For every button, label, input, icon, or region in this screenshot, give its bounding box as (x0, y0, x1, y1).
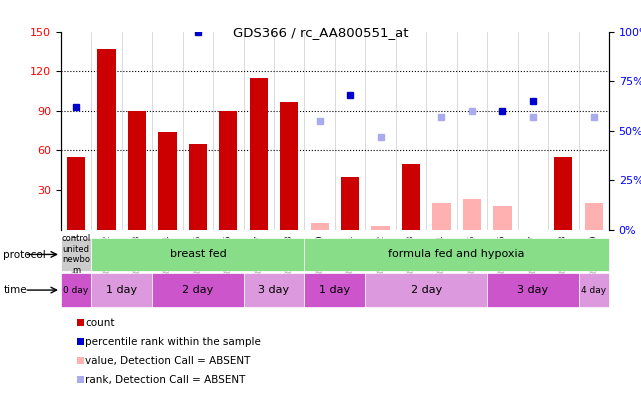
Bar (585, 203, 603, 230)
Text: 2 day: 2 day (182, 285, 213, 295)
Text: percentile rank within the sample: percentile rank within the sample (85, 337, 261, 347)
Text: 1 day: 1 day (319, 285, 351, 295)
Bar (463, 199, 481, 230)
Bar (61, 273, 92, 307)
Text: count: count (85, 318, 115, 328)
Text: time: time (3, 285, 27, 295)
Text: breast fed: breast fed (169, 249, 226, 259)
Bar (92, 238, 304, 271)
Bar (188, 144, 207, 230)
Bar (249, 78, 268, 230)
Text: 4 day: 4 day (581, 286, 606, 295)
Bar (158, 132, 176, 230)
Bar (578, 273, 609, 307)
Text: formula fed and hypoxia: formula fed and hypoxia (388, 249, 525, 259)
Text: 3 day: 3 day (517, 285, 549, 295)
Bar (153, 273, 244, 307)
Bar (554, 157, 572, 230)
Bar (219, 111, 237, 230)
Text: value, Detection Call = ABSENT: value, Detection Call = ABSENT (85, 356, 251, 366)
Bar (280, 102, 298, 230)
Bar (304, 273, 365, 307)
Bar (310, 223, 329, 230)
Bar (371, 226, 390, 230)
Bar (304, 238, 609, 271)
Bar (493, 206, 512, 230)
Bar (341, 177, 359, 230)
Bar (67, 157, 85, 230)
Bar (97, 49, 116, 230)
Text: GDS366 / rc_AA800551_at: GDS366 / rc_AA800551_at (233, 26, 408, 39)
Bar (244, 273, 304, 307)
Text: 1 day: 1 day (106, 285, 137, 295)
Bar (487, 273, 578, 307)
Text: 0 day: 0 day (63, 286, 88, 295)
Text: 3 day: 3 day (258, 285, 290, 295)
Bar (92, 273, 153, 307)
Bar (61, 238, 92, 271)
Text: control
united
newbo
m: control united newbo m (62, 234, 91, 274)
Bar (365, 273, 487, 307)
Text: 2 day: 2 day (411, 285, 442, 295)
Bar (432, 203, 451, 230)
Text: protocol: protocol (3, 249, 46, 260)
Bar (402, 164, 420, 230)
Text: rank, Detection Call = ABSENT: rank, Detection Call = ABSENT (85, 375, 246, 385)
Bar (128, 111, 146, 230)
